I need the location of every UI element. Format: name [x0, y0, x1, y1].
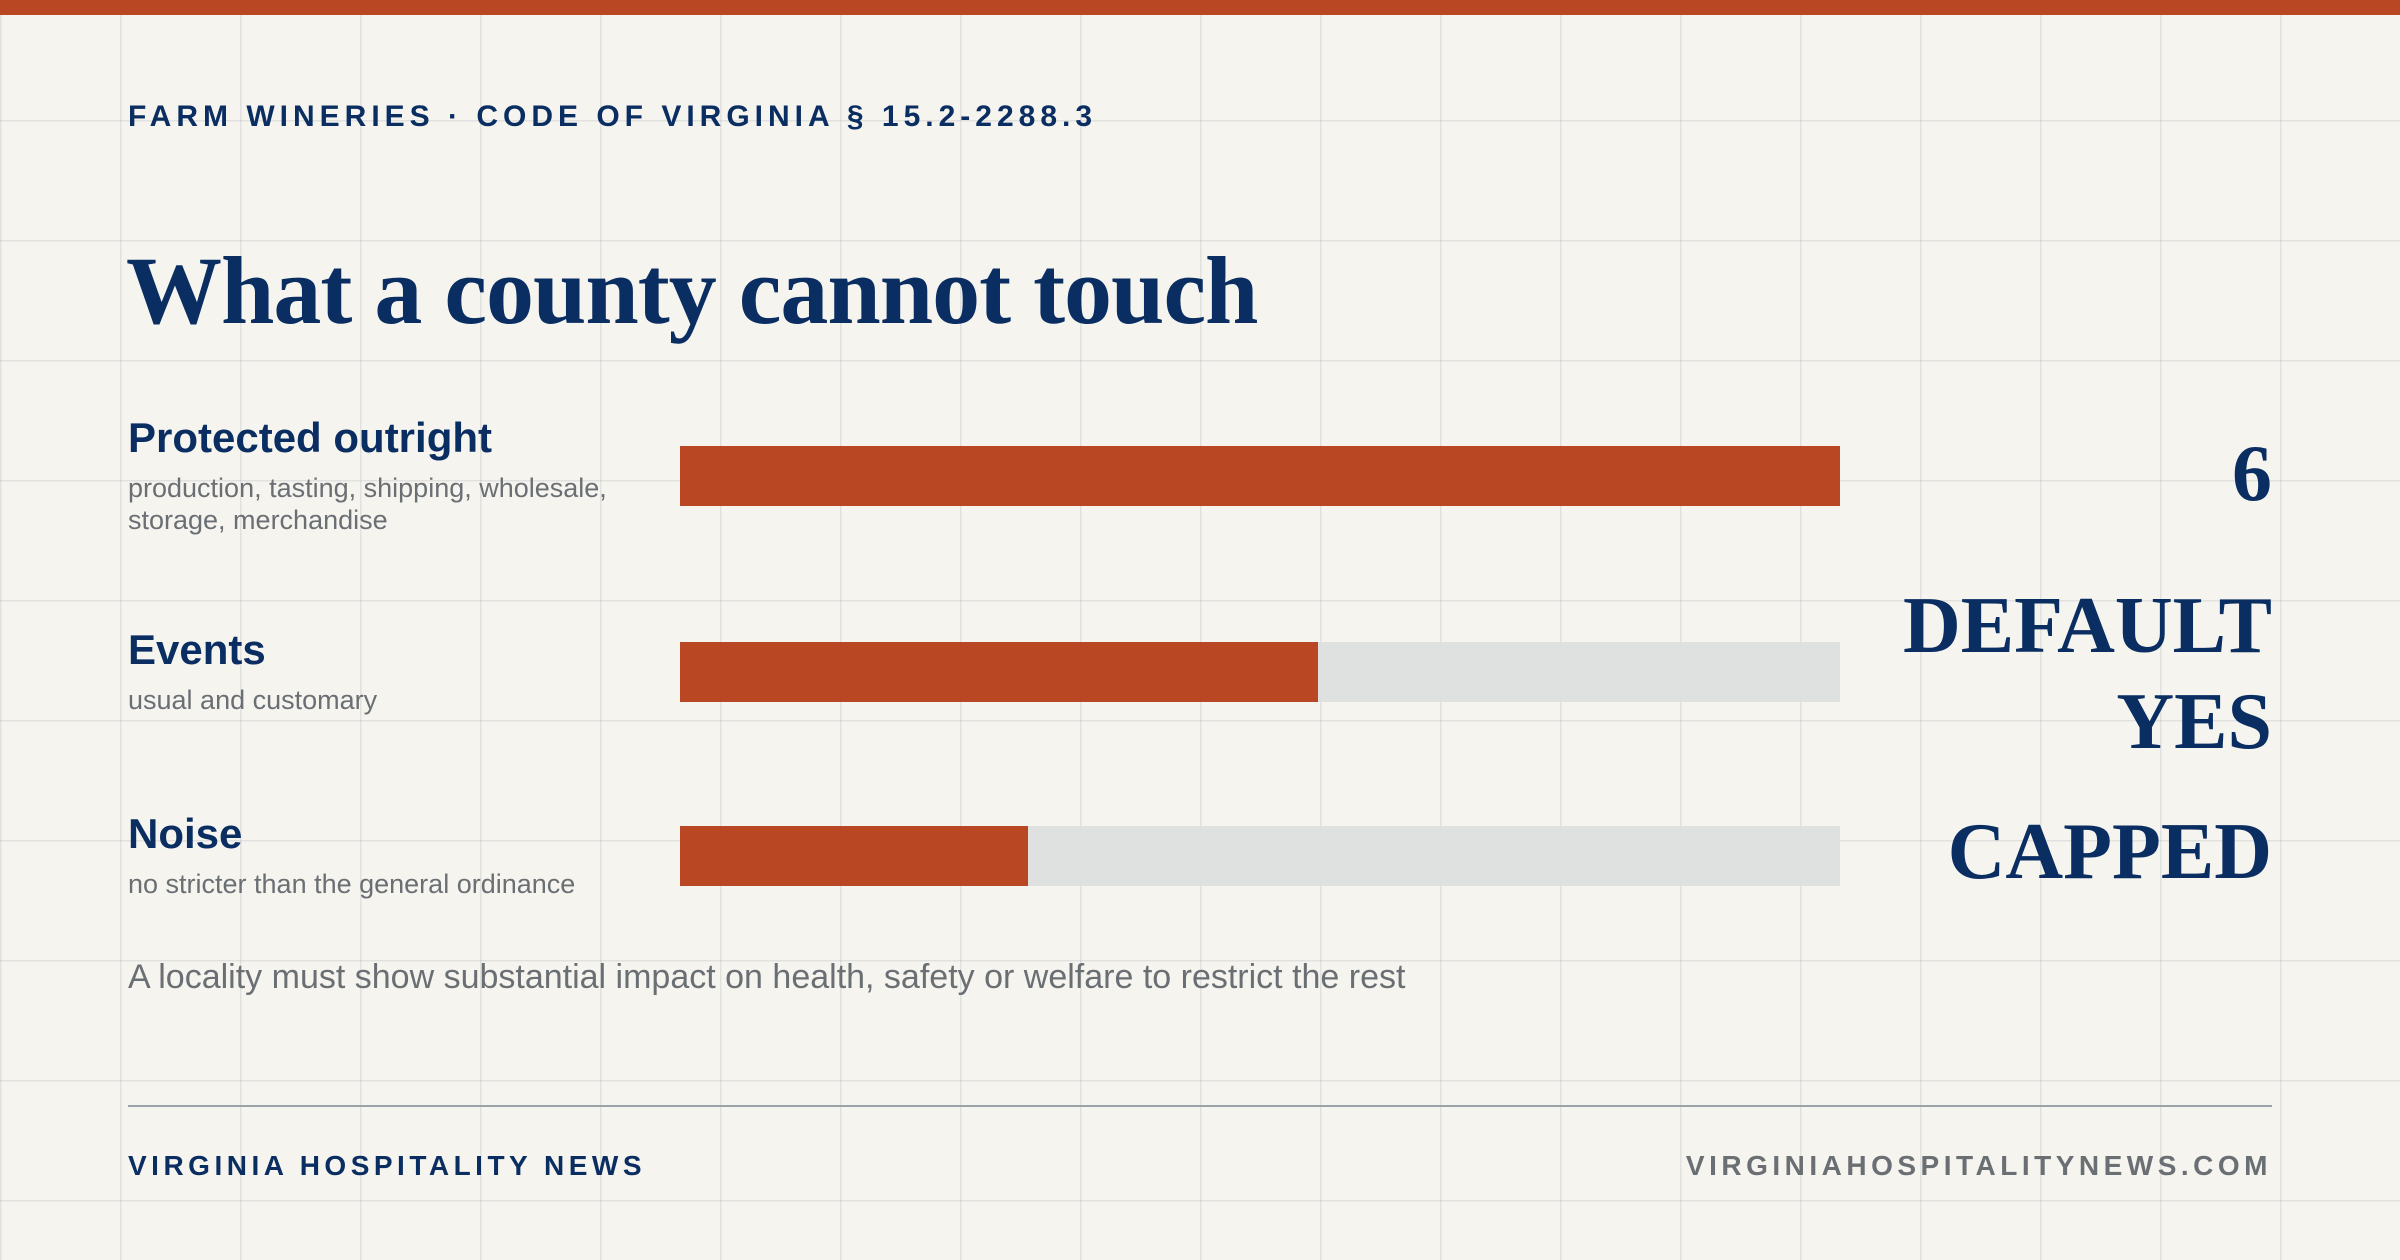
category-subtitle: no stricter than the general ordinance [128, 869, 576, 899]
category-label: Noise [128, 810, 243, 857]
bar-track [680, 446, 1840, 506]
bar [680, 642, 1318, 702]
category-subtitle: production, tasting, shipping, wholesale… [128, 473, 607, 535]
top-accent-bar [0, 0, 2400, 15]
footer-brand: VIRGINIA HOSPITALITY NEWS [128, 1150, 647, 1181]
kicker: FARM WINERIES · CODE OF VIRGINIA § 15.2-… [128, 100, 1098, 133]
page-title: What a county cannot touch [126, 237, 1258, 344]
footer-site-link[interactable]: VIRGINIAHOSPITALITYNEWS.COM [1685, 1150, 2272, 1181]
category-subtitle: usual and customary [128, 685, 378, 715]
value-label: 6 [2232, 430, 2272, 518]
footnote: A locality must show substantial impact … [128, 958, 1406, 996]
footer-divider [128, 1105, 2272, 1107]
value-label: CAPPED [1947, 808, 2272, 896]
bar [680, 826, 1028, 886]
bar [680, 446, 1840, 506]
category-label: Protected outright [128, 414, 492, 461]
bar-track [680, 826, 1840, 886]
value-label: DEFAULT YES [1903, 582, 2272, 766]
bar-track [680, 642, 1840, 702]
category-label: Events [128, 626, 266, 673]
